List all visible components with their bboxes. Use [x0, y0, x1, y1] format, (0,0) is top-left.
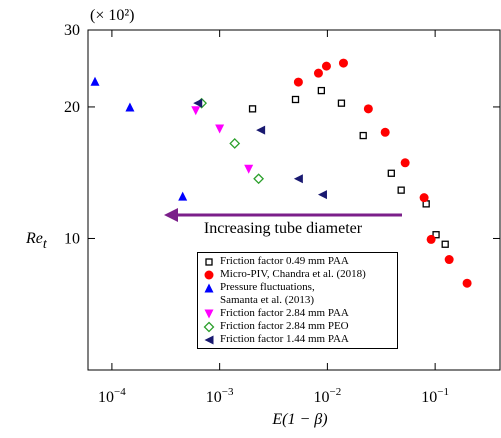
- marker: [317, 190, 327, 200]
- legend: Friction factor 0.49 mm PAA Micro-PIV, Ch…: [197, 252, 398, 349]
- legend-marker: [205, 258, 213, 266]
- marker: [293, 174, 303, 184]
- y-multiplier: (× 10²): [90, 7, 134, 24]
- x-tick-label: 10−1: [421, 386, 449, 406]
- marker: [291, 95, 300, 104]
- marker: [191, 106, 201, 116]
- legend-label: Friction factor 1.44 mm PAA: [220, 333, 349, 345]
- marker: [203, 321, 215, 333]
- marker: [125, 102, 135, 112]
- marker: [321, 61, 331, 71]
- marker: [215, 124, 225, 134]
- y-tick-label: 10: [64, 230, 80, 247]
- legend-label: Micro-PIV, Chandra et al. (2018): [220, 268, 366, 280]
- marker: [204, 335, 214, 345]
- marker: [293, 77, 303, 87]
- legend-entry: Friction factor 2.84 mm PAA: [201, 307, 394, 320]
- annotation: Increasing tube diameter: [204, 220, 363, 237]
- y-tick-label: 20: [64, 99, 80, 116]
- legend-marker: [204, 309, 214, 319]
- marker: [387, 169, 395, 177]
- marker: [204, 283, 214, 293]
- marker: [204, 309, 214, 319]
- marker: [193, 98, 203, 108]
- marker: [432, 231, 440, 239]
- marker: [462, 278, 472, 288]
- marker: [248, 105, 257, 113]
- legend-marker: [204, 283, 214, 293]
- marker: [419, 193, 429, 203]
- y-axis-label: Ret: [25, 230, 48, 252]
- legend-entry: Friction factor 0.49 mm PAA: [201, 255, 394, 268]
- x-tick-label: 10−3: [206, 386, 234, 406]
- marker: [205, 258, 213, 266]
- legend-entry: Pressure fluctuations, Samanta et al. (2…: [201, 281, 394, 307]
- plot-frame: [87, 29, 501, 371]
- marker: [256, 125, 266, 135]
- marker: [317, 86, 326, 95]
- marker: [397, 186, 405, 194]
- marker: [359, 131, 367, 140]
- legend-marker: [203, 321, 215, 333]
- marker: [444, 255, 454, 265]
- marker: [253, 173, 265, 185]
- x-tick-label: 10−4: [98, 386, 126, 406]
- legend-entry: Friction factor 2.84 mm PEO: [201, 320, 394, 333]
- marker: [363, 104, 373, 114]
- legend-marker: [204, 270, 214, 280]
- marker: [178, 191, 188, 201]
- x-tick-label: 10−2: [314, 386, 342, 406]
- y-tick-label: 30: [64, 22, 80, 39]
- x-axis-label: E(1 − β): [271, 411, 327, 428]
- legend-entry: Friction factor 1.44 mm PAA: [201, 333, 394, 346]
- legend-label: Pressure fluctuations, Samanta et al. (2…: [220, 281, 315, 306]
- marker: [426, 234, 436, 244]
- legend-label: Friction factor 0.49 mm PAA: [220, 255, 349, 267]
- marker: [337, 99, 346, 107]
- marker: [244, 164, 254, 174]
- marker: [229, 138, 241, 149]
- legend-label: Friction factor 2.84 mm PEO: [220, 320, 349, 332]
- marker: [400, 158, 410, 168]
- marker: [338, 58, 348, 68]
- marker: [441, 240, 449, 248]
- marker: [90, 76, 100, 86]
- legend-entry: Micro-PIV, Chandra et al. (2018): [201, 268, 394, 281]
- annotation-arrowhead: [164, 208, 178, 222]
- marker: [380, 127, 390, 137]
- legend-marker: [204, 335, 214, 345]
- legend-label: Friction factor 2.84 mm PAA: [220, 307, 349, 319]
- marker: [204, 270, 214, 280]
- marker: [313, 68, 323, 78]
